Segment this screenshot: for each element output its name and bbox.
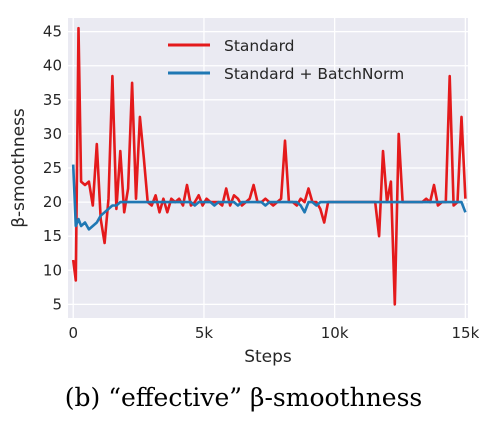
y-tick-label: 5 xyxy=(52,295,62,313)
legend: Standard Standard + BatchNorm xyxy=(168,37,404,83)
y-tick-label: 45 xyxy=(43,23,62,41)
x-tick-label: 0 xyxy=(68,324,78,342)
x-tick-label: 15k xyxy=(451,324,479,342)
y-tick-label: 10 xyxy=(43,261,62,279)
y-tick-label: 30 xyxy=(43,125,62,143)
x-tick-label: 5k xyxy=(195,324,214,342)
chart-svg: 0 5k 10k 15k 5 10 15 20 25 30 35 40 45 Steps β-smoot… xyxy=(9,18,480,367)
y-tick-label: 40 xyxy=(43,57,62,75)
y-tick-label: 15 xyxy=(43,227,62,245)
figure-caption: (b) “effective” β-smoothness xyxy=(64,383,423,412)
y-tick-label: 35 xyxy=(43,91,62,109)
tick-labels: 0 5k 10k 15k 5 10 15 20 25 30 35 40 45 xyxy=(43,23,480,342)
y-axis-label: β-smoothness xyxy=(9,108,29,228)
chart: 0 5k 10k 15k 5 10 15 20 25 30 35 40 45 Steps β-smoot… xyxy=(9,18,480,367)
series-layer xyxy=(71,26,467,306)
legend-label-batchnorm: Standard + BatchNorm xyxy=(224,65,404,83)
y-tick-label: 20 xyxy=(43,193,62,211)
x-axis-label: Steps xyxy=(244,347,292,367)
legend-label-standard: Standard xyxy=(224,37,295,55)
x-tick-label: 10k xyxy=(321,324,349,342)
series-line-standard xyxy=(71,26,467,306)
y-tick-label: 25 xyxy=(43,159,62,177)
series-line-batchnorm xyxy=(71,164,467,231)
